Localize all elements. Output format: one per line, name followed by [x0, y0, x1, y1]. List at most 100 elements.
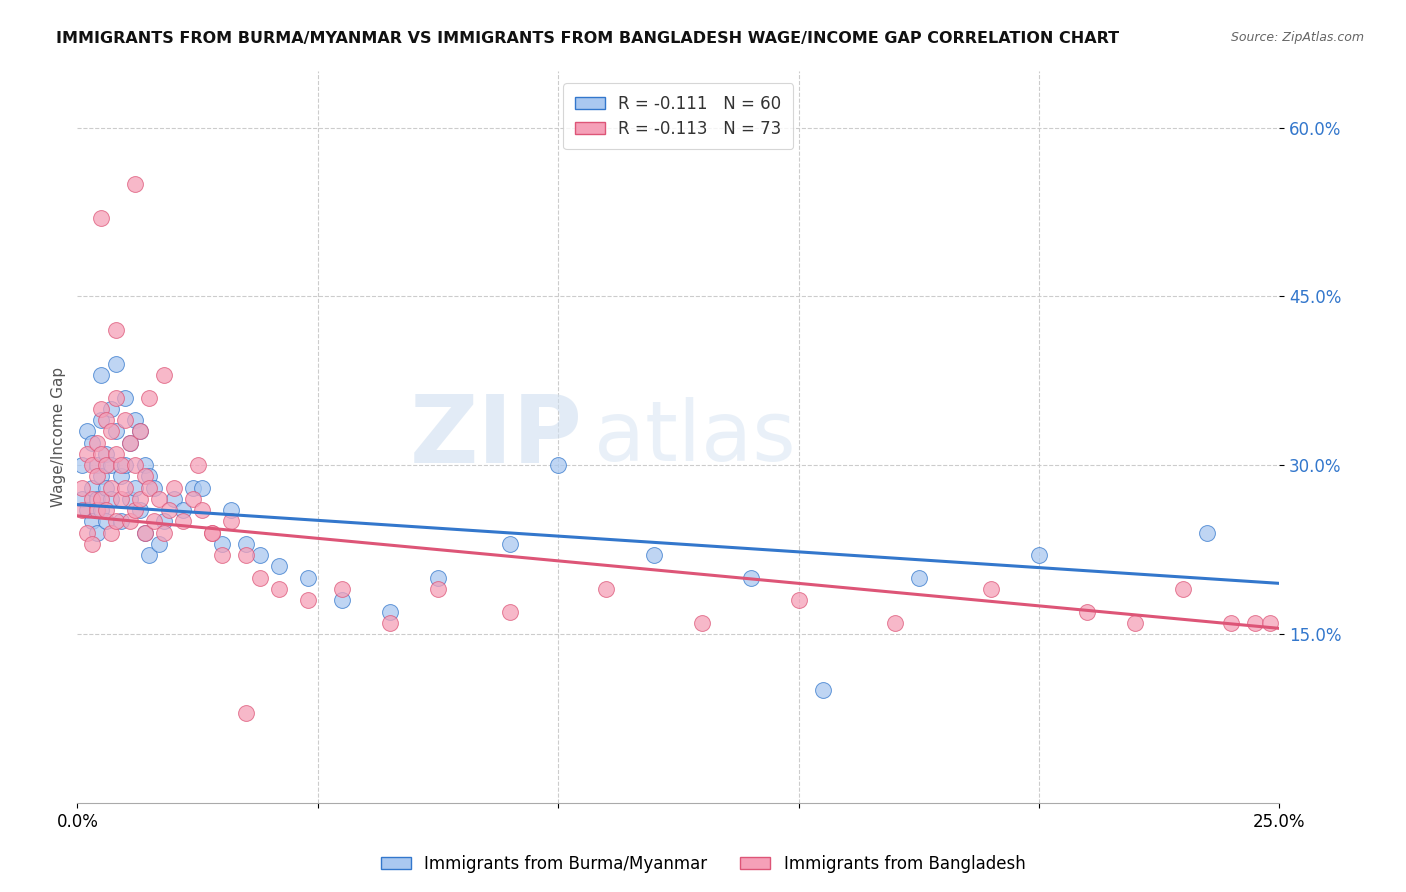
Point — [104, 515, 127, 529]
Point — [124, 413, 146, 427]
Point — [90, 413, 112, 427]
Point — [427, 582, 450, 596]
Point — [249, 548, 271, 562]
Point — [138, 481, 160, 495]
Point — [124, 177, 146, 191]
Point — [76, 425, 98, 439]
Point — [104, 447, 127, 461]
Point — [124, 503, 146, 517]
Point — [980, 582, 1002, 596]
Point — [80, 435, 103, 450]
Point — [235, 537, 257, 551]
Point — [96, 515, 118, 529]
Point — [96, 458, 118, 473]
Point — [148, 491, 170, 506]
Point — [110, 491, 132, 506]
Point — [80, 491, 103, 506]
Point — [70, 481, 93, 495]
Point — [110, 515, 132, 529]
Point — [86, 525, 108, 540]
Point — [138, 469, 160, 483]
Point — [1244, 615, 1267, 630]
Point — [86, 469, 108, 483]
Point — [191, 481, 214, 495]
Point — [110, 469, 132, 483]
Point — [1123, 615, 1146, 630]
Point — [120, 515, 142, 529]
Point — [153, 515, 176, 529]
Point — [70, 458, 93, 473]
Point — [330, 593, 353, 607]
Point — [692, 615, 714, 630]
Point — [86, 503, 108, 517]
Point — [249, 571, 271, 585]
Point — [908, 571, 931, 585]
Point — [90, 503, 112, 517]
Point — [104, 425, 127, 439]
Point — [124, 458, 146, 473]
Point — [1197, 525, 1219, 540]
Point — [120, 491, 142, 506]
Point — [211, 548, 233, 562]
Point — [70, 491, 93, 506]
Point — [172, 515, 194, 529]
Point — [96, 447, 118, 461]
Point — [128, 425, 150, 439]
Point — [153, 368, 176, 383]
Point — [787, 593, 810, 607]
Point — [76, 447, 98, 461]
Point — [128, 491, 150, 506]
Point — [100, 458, 122, 473]
Text: Source: ZipAtlas.com: Source: ZipAtlas.com — [1230, 31, 1364, 45]
Text: ZIP: ZIP — [409, 391, 582, 483]
Point — [595, 582, 617, 596]
Text: IMMIGRANTS FROM BURMA/MYANMAR VS IMMIGRANTS FROM BANGLADESH WAGE/INCOME GAP CORR: IMMIGRANTS FROM BURMA/MYANMAR VS IMMIGRA… — [56, 31, 1119, 46]
Point — [1076, 605, 1098, 619]
Point — [1220, 615, 1243, 630]
Point — [86, 435, 108, 450]
Point — [427, 571, 450, 585]
Point — [114, 481, 136, 495]
Point — [96, 481, 118, 495]
Point — [187, 458, 209, 473]
Point — [90, 447, 112, 461]
Point — [86, 491, 108, 506]
Point — [100, 401, 122, 416]
Point — [297, 571, 319, 585]
Point — [138, 391, 160, 405]
Point — [269, 559, 291, 574]
Point — [378, 615, 401, 630]
Point — [114, 458, 136, 473]
Point — [1173, 582, 1195, 596]
Point — [201, 525, 224, 540]
Point — [90, 491, 112, 506]
Point — [80, 515, 103, 529]
Point — [114, 413, 136, 427]
Point — [219, 515, 242, 529]
Point — [157, 503, 180, 517]
Point — [499, 605, 522, 619]
Point — [1258, 615, 1281, 630]
Point — [643, 548, 665, 562]
Legend: Immigrants from Burma/Myanmar, Immigrants from Bangladesh: Immigrants from Burma/Myanmar, Immigrant… — [374, 848, 1032, 880]
Point — [120, 435, 142, 450]
Point — [134, 525, 156, 540]
Point — [297, 593, 319, 607]
Point — [90, 368, 112, 383]
Point — [153, 525, 176, 540]
Point — [330, 582, 353, 596]
Point — [96, 413, 118, 427]
Point — [114, 391, 136, 405]
Point — [134, 525, 156, 540]
Point — [269, 582, 291, 596]
Point — [143, 515, 166, 529]
Point — [138, 548, 160, 562]
Point — [211, 537, 233, 551]
Point — [1028, 548, 1050, 562]
Point — [110, 458, 132, 473]
Point — [124, 481, 146, 495]
Text: atlas: atlas — [595, 397, 796, 477]
Point — [162, 491, 184, 506]
Point — [134, 458, 156, 473]
Point — [219, 503, 242, 517]
